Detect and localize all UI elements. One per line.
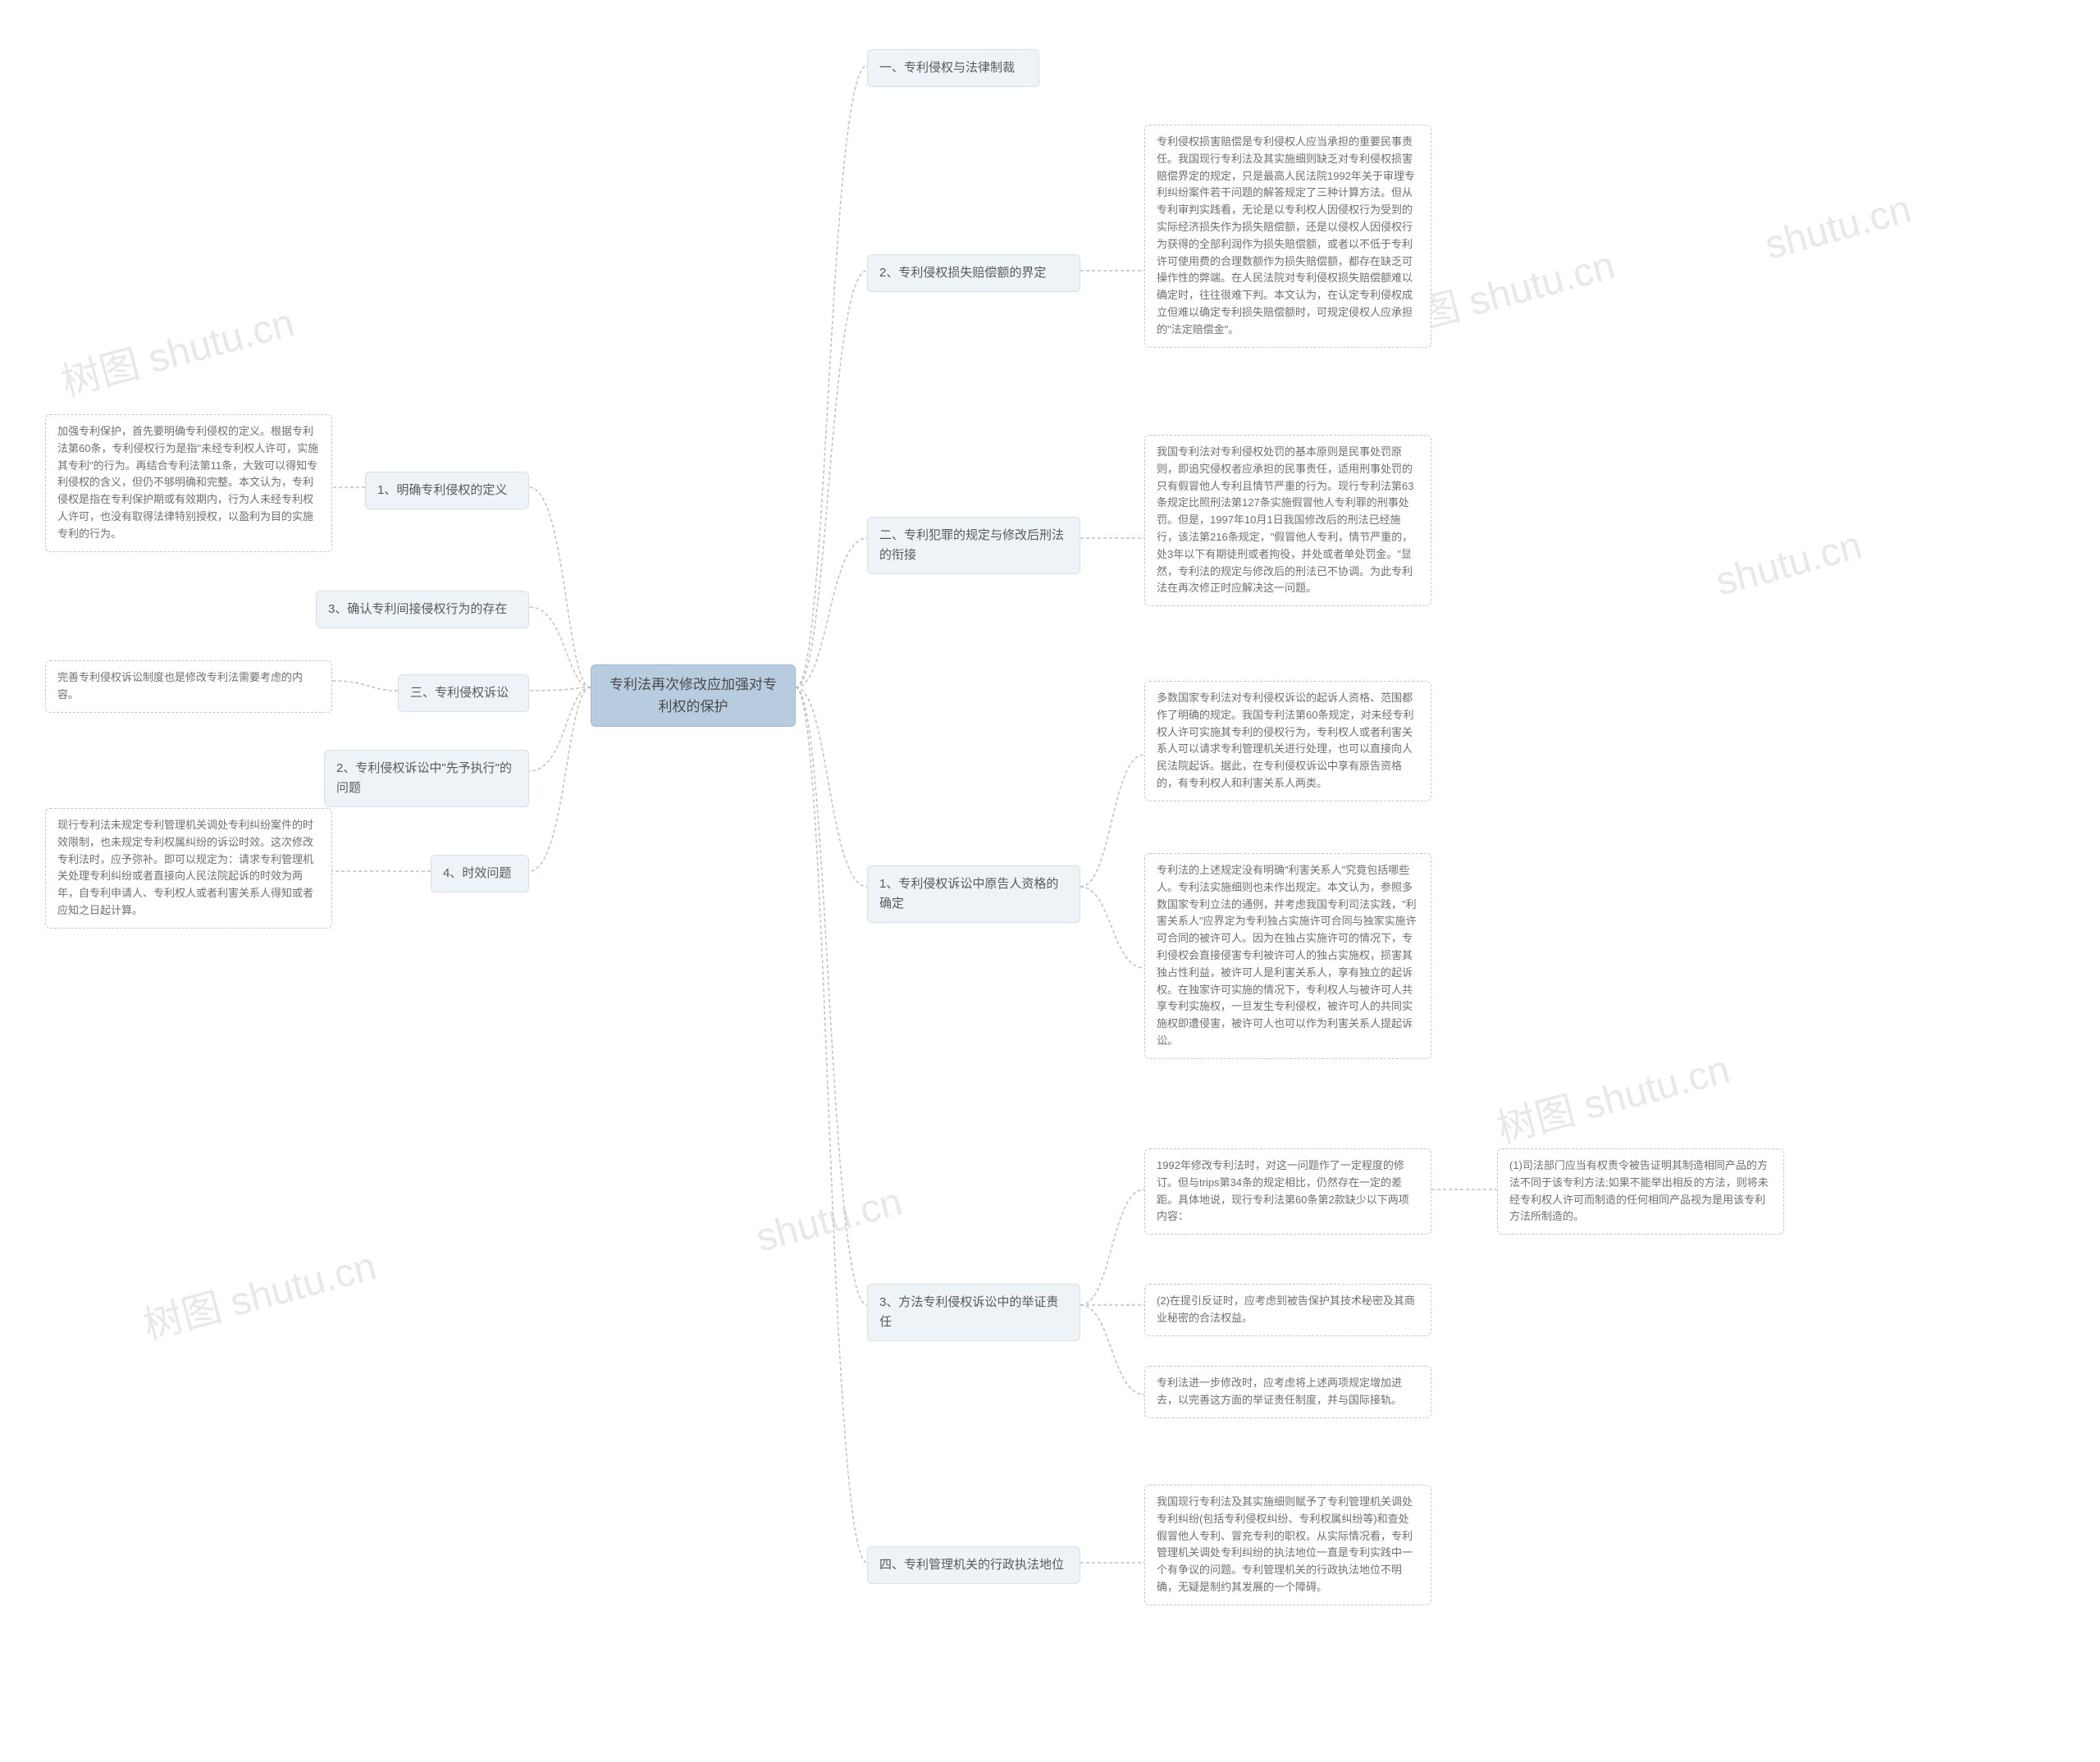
right-leaf-4-1: (2)在提引反证时，应考虑到被告保护其技术秘密及其商业秘密的合法权益。 bbox=[1144, 1284, 1431, 1336]
right-leaf-3-1: 专利法的上述规定没有明确"利害关系人"究竟包括哪些人。专利法实施细则也未作出规定… bbox=[1144, 853, 1431, 1059]
left-branch-1[interactable]: 1、明确专利侵权的定义 bbox=[365, 472, 529, 509]
right-leaf-1-0: 专利侵权损害赔偿是专利侵权人应当承担的重要民事责任。我国现行专利法及其实施细则缺… bbox=[1144, 125, 1431, 348]
watermark: 树图 shutu.cn bbox=[54, 290, 299, 408]
right-leaf-2-0: 我国专利法对专利侵权处罚的基本原则是民事处罚原则，即追究侵权者应承担的民事责任，… bbox=[1144, 435, 1431, 606]
left-leaf-4-0: 现行专利法未规定专利管理机关调处专利纠纷案件的时效限制，也未规定专利权属纠纷的诉… bbox=[45, 808, 332, 929]
watermark: 树图 shutu.cn bbox=[1490, 1037, 1735, 1154]
right-leaf-4-0: 1992年修改专利法时，对这一问题作了一定程度的修订。但与trips第34条的规… bbox=[1144, 1148, 1431, 1235]
right-branch-damages[interactable]: 2、专利侵权损失赔偿额的界定 bbox=[867, 254, 1080, 292]
left-branch-2[interactable]: 2、专利侵权诉讼中"先予执行"的问题 bbox=[324, 750, 529, 807]
left-branch-3[interactable]: 3、确认专利间接侵权行为的存在 bbox=[316, 591, 529, 628]
right-branch-sanction[interactable]: 一、专利侵权与法律制裁 bbox=[867, 49, 1039, 87]
watermark: shutu.cn bbox=[1711, 523, 1867, 605]
right-branch-criminal[interactable]: 二、专利犯罪的规定与修改后刑法的衔接 bbox=[867, 517, 1080, 574]
right-leaf-4-sub0: (1)司法部门应当有权责令被告证明其制造相同产品的方法不同于该专利方法;如果不能… bbox=[1497, 1148, 1784, 1235]
right-branch-plaintiff[interactable]: 1、专利侵权诉讼中原告人资格的确定 bbox=[867, 865, 1080, 923]
right-leaf-5-0: 我国现行专利法及其实施细则赋予了专利管理机关调处专利纠纷(包括专利侵权纠纷、专利… bbox=[1144, 1485, 1431, 1605]
right-leaf-4-2: 专利法进一步修改时，应考虑将上述两项规定增加进去，以完善这方面的举证责任制度，并… bbox=[1144, 1366, 1431, 1418]
right-leaf-3-0: 多数国家专利法对专利侵权诉讼的起诉人资格、范围都作了明确的规定。我国专利法第60… bbox=[1144, 681, 1431, 801]
right-branch-burden[interactable]: 3、方法专利侵权诉讼中的举证责任 bbox=[867, 1284, 1080, 1341]
left-leaf-0-0: 加强专利保护，首先要明确专利侵权的定义。根据专利法第60条，专利侵权行为是指"未… bbox=[45, 414, 332, 552]
right-branch-admin[interactable]: 四、专利管理机关的行政执法地位 bbox=[867, 1546, 1080, 1584]
watermark: shutu.cn bbox=[1760, 186, 1916, 268]
watermark: shutu.cn bbox=[751, 1179, 907, 1261]
left-branch-litigation[interactable]: 三、专利侵权诉讼 bbox=[398, 674, 529, 712]
watermark: 树图 shutu.cn bbox=[136, 1234, 381, 1351]
left-leaf-2-0: 完善专利侵权诉讼制度也是修改专利法需要考虑的内容。 bbox=[45, 660, 332, 713]
left-branch-4[interactable]: 4、时效问题 bbox=[431, 855, 529, 892]
root-node[interactable]: 专利法再次修改应加强对专利权的保护 bbox=[591, 664, 796, 727]
